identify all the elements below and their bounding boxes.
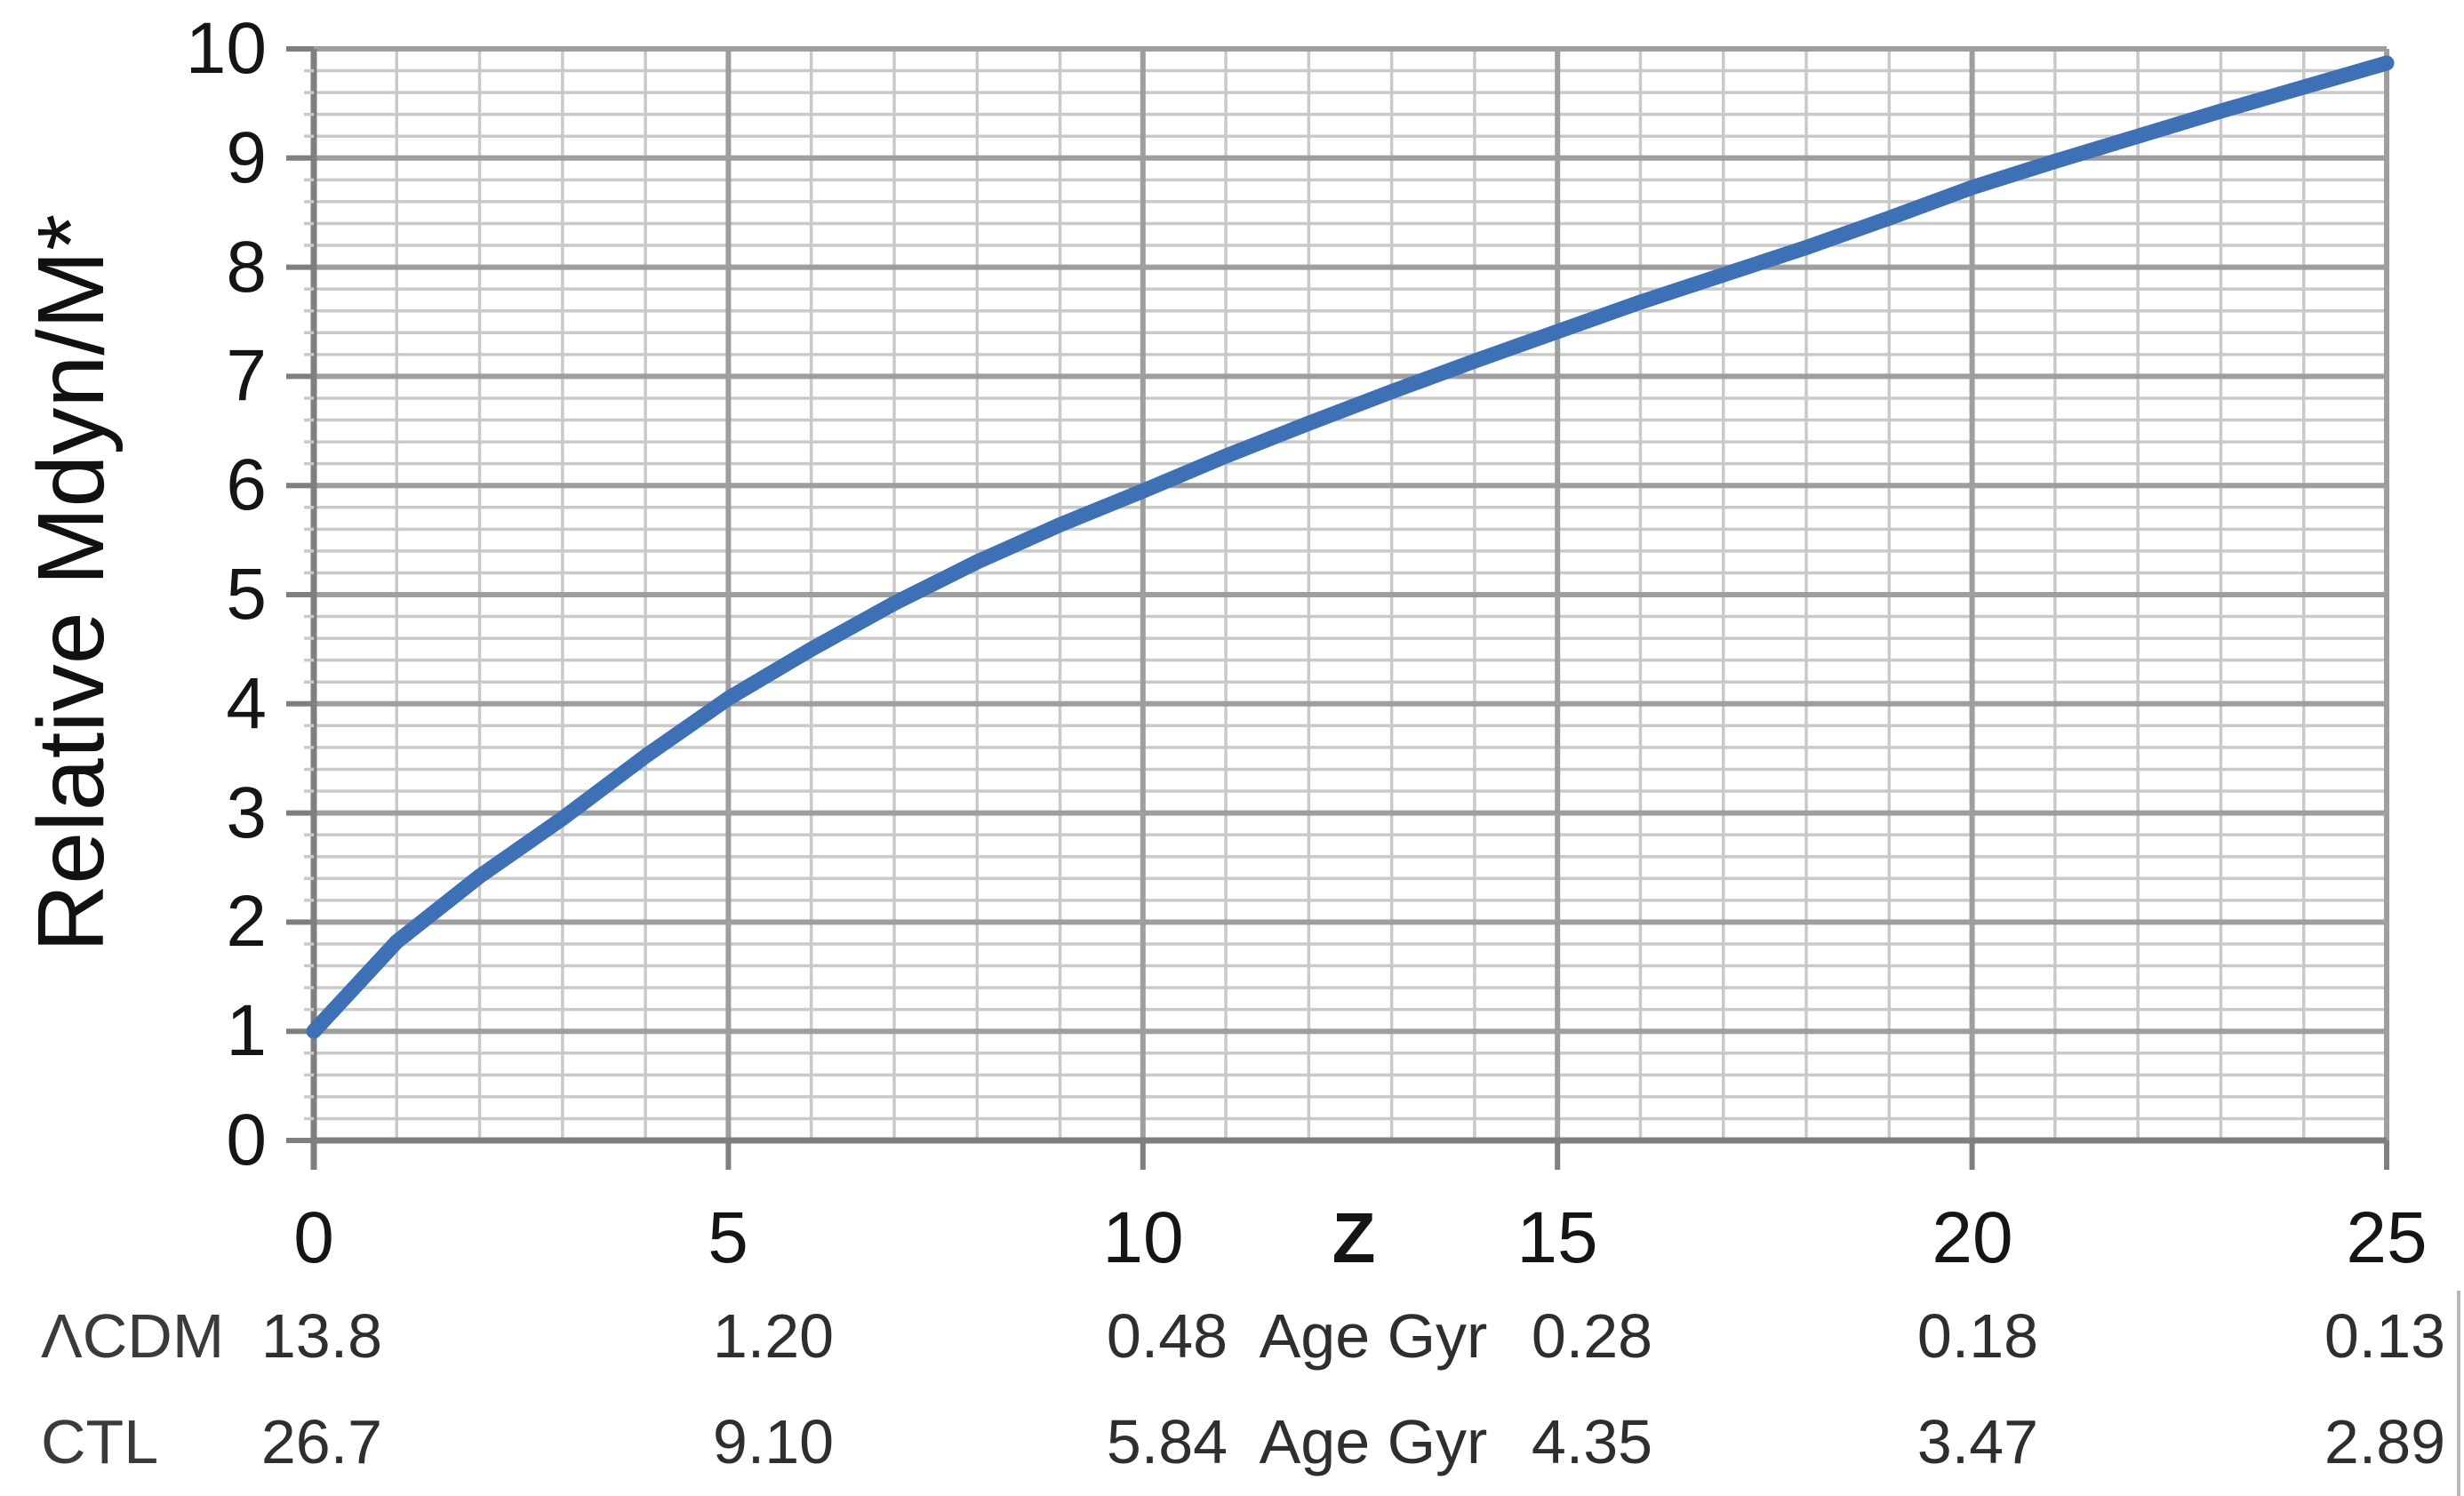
y-tick-label-2: 2 <box>226 881 267 962</box>
lcdm-age-unit: Age Gyr <box>1259 1301 1488 1371</box>
y-tick-label-5: 5 <box>226 554 267 635</box>
x-tick-label-15: 15 <box>1516 1197 1598 1278</box>
ctl-age-z0: 26.7 <box>260 1407 383 1476</box>
ctl-age-z15: 4.35 <box>1531 1407 1653 1476</box>
ctl-age-z25: 2.89 <box>2324 1407 2446 1476</box>
y-tick-label-7: 7 <box>226 335 267 416</box>
x-tick-label-5: 5 <box>708 1197 748 1278</box>
ctl-age-z10: 5.84 <box>1106 1407 1228 1476</box>
y-tick-label-9: 9 <box>226 117 267 198</box>
ctl-age-unit: Age Gyr <box>1259 1407 1488 1476</box>
y-tick-label-6: 6 <box>226 444 267 525</box>
x-tick-label-25: 25 <box>2346 1197 2428 1278</box>
data-curve <box>306 55 2395 1039</box>
lcdm-age-z5: 1.20 <box>712 1301 835 1371</box>
y-tick-label-1: 1 <box>226 990 267 1071</box>
lcdm-age-z10: 0.48 <box>1106 1301 1228 1371</box>
y-tick-label-8: 8 <box>226 227 267 308</box>
x-tick-label-0: 0 <box>293 1197 334 1278</box>
ctl-age-z20: 3.47 <box>1916 1407 2039 1476</box>
lcdm-age-z0: 13.8 <box>260 1301 383 1371</box>
y-tick-label-0: 0 <box>226 1100 267 1180</box>
y-tick-label-10: 10 <box>185 8 267 89</box>
x-tick-label-20: 20 <box>1932 1197 2013 1278</box>
x-axis-title: Z <box>1332 1198 1376 1277</box>
y-tick-label-4: 4 <box>226 663 267 744</box>
y-tick-label-3: 3 <box>226 772 267 853</box>
ctl-age-z5: 9.10 <box>712 1407 835 1476</box>
row-label-ctl: CTL <box>41 1407 159 1476</box>
lcdm-age-z25: 0.13 <box>2324 1301 2446 1371</box>
lcdm-age-z20: 0.18 <box>1916 1301 2039 1371</box>
lcdm-age-z15: 0.28 <box>1531 1301 1653 1371</box>
row-label-lcdm: ΛCDM <box>41 1301 225 1371</box>
x-tick-label-10: 10 <box>1102 1197 1184 1278</box>
